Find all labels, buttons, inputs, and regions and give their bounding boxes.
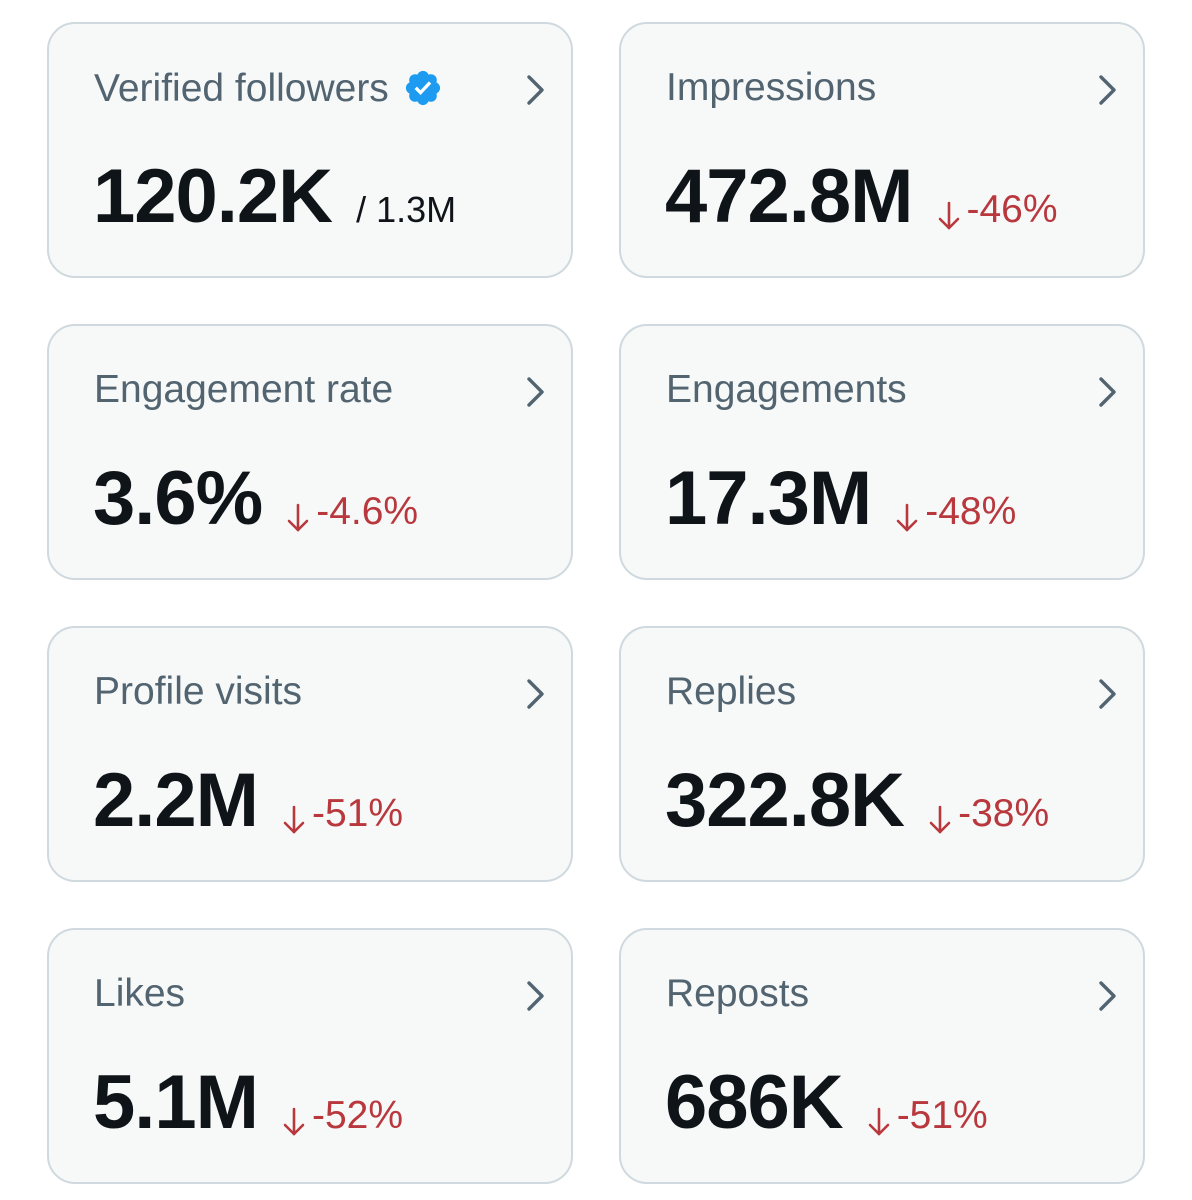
metric-value-row: 5.1M -52%: [93, 1065, 403, 1141]
down-arrow-icon: [938, 201, 959, 230]
card-title: Impressions: [666, 66, 877, 109]
down-arrow-icon: [929, 805, 951, 834]
reposts-card[interactable]: Reposts 686K -51%: [619, 928, 1145, 1184]
card-title: Profile visits: [94, 670, 303, 713]
profile-visits-card[interactable]: Profile visits 2.2M -51%: [47, 626, 573, 882]
chevron-right-icon[interactable]: [523, 676, 549, 712]
down-arrow-icon: [287, 503, 309, 532]
metric-delta-value: -52%: [311, 1094, 404, 1137]
card-title: Replies: [666, 670, 797, 713]
replies-card[interactable]: Replies 322.8K -38%: [619, 626, 1145, 882]
verified-followers-card[interactable]: Verified followers 120.2K / 1.3M: [47, 22, 573, 278]
metric-delta-value: -4.6%: [316, 490, 419, 533]
metric-value: 686K: [665, 1060, 844, 1145]
metric-value-row: 3.6% -4.6%: [93, 461, 418, 537]
metric-value-row: 322.8K -38%: [665, 763, 1049, 839]
metric-delta-value: -51%: [896, 1094, 988, 1137]
down-arrow-icon: [868, 1107, 889, 1136]
card-title: Reposts: [666, 972, 810, 1015]
metric-value-row: 686K -51%: [665, 1065, 988, 1141]
metric-delta-value: -38%: [958, 792, 1050, 835]
metric-value: 322.8K: [665, 758, 905, 843]
metric-delta: -48%: [895, 490, 1016, 534]
metric-value-row: 2.2M -51%: [93, 763, 403, 839]
card-title: Engagements: [666, 368, 907, 411]
metric-value: 17.3M: [665, 456, 872, 541]
metric-delta: -51%: [282, 792, 403, 836]
metric-delta-value: -51%: [311, 792, 404, 835]
verified-badge-icon: [405, 70, 440, 106]
engagements-card[interactable]: Engagements 17.3M -48%: [619, 324, 1145, 580]
metric-value-row: 472.8M -46%: [665, 159, 1058, 235]
engagement-rate-card[interactable]: Engagement rate 3.6% -4.6%: [47, 324, 573, 580]
chevron-right-icon[interactable]: [1095, 978, 1121, 1014]
chevron-right-icon[interactable]: [1095, 72, 1121, 108]
metric-delta: -51%: [867, 1094, 988, 1138]
metric-delta-value: -46%: [966, 188, 1058, 231]
card-title-label: Verified followers: [94, 66, 389, 110]
metric-total: / 1.3M: [356, 189, 457, 230]
card-title: Likes: [94, 972, 186, 1015]
metric-delta: -52%: [282, 1094, 403, 1138]
impressions-card[interactable]: Impressions 472.8M -46%: [619, 22, 1145, 278]
chevron-right-icon[interactable]: [523, 72, 549, 108]
analytics-metrics-grid: Verified followers 120.2K / 1.3M Impress…: [47, 22, 1145, 1184]
down-arrow-icon: [283, 805, 305, 834]
metric-delta: -38%: [928, 792, 1049, 836]
down-arrow-icon: [896, 503, 918, 532]
likes-card[interactable]: Likes 5.1M -52%: [47, 928, 573, 1184]
chevron-right-icon[interactable]: [1095, 374, 1121, 410]
card-title: Verified followers: [94, 68, 443, 108]
metric-value: 5.1M: [93, 1060, 259, 1145]
metric-delta-value: -48%: [925, 490, 1017, 533]
metric-value: 2.2M: [93, 758, 259, 843]
chevron-right-icon[interactable]: [1095, 676, 1121, 712]
card-title: Engagement rate: [94, 368, 394, 411]
metric-value: 3.6%: [93, 456, 263, 541]
metric-delta: -4.6%: [286, 490, 418, 534]
metric-value-row: 120.2K / 1.3M: [93, 159, 456, 235]
chevron-right-icon[interactable]: [523, 374, 549, 410]
metric-value: 472.8M: [665, 154, 913, 239]
down-arrow-icon: [283, 1107, 305, 1136]
metric-value-row: 17.3M -48%: [665, 461, 1016, 537]
metric-delta: -46%: [937, 188, 1058, 232]
metric-value: 120.2K: [93, 154, 333, 239]
chevron-right-icon[interactable]: [523, 978, 549, 1014]
